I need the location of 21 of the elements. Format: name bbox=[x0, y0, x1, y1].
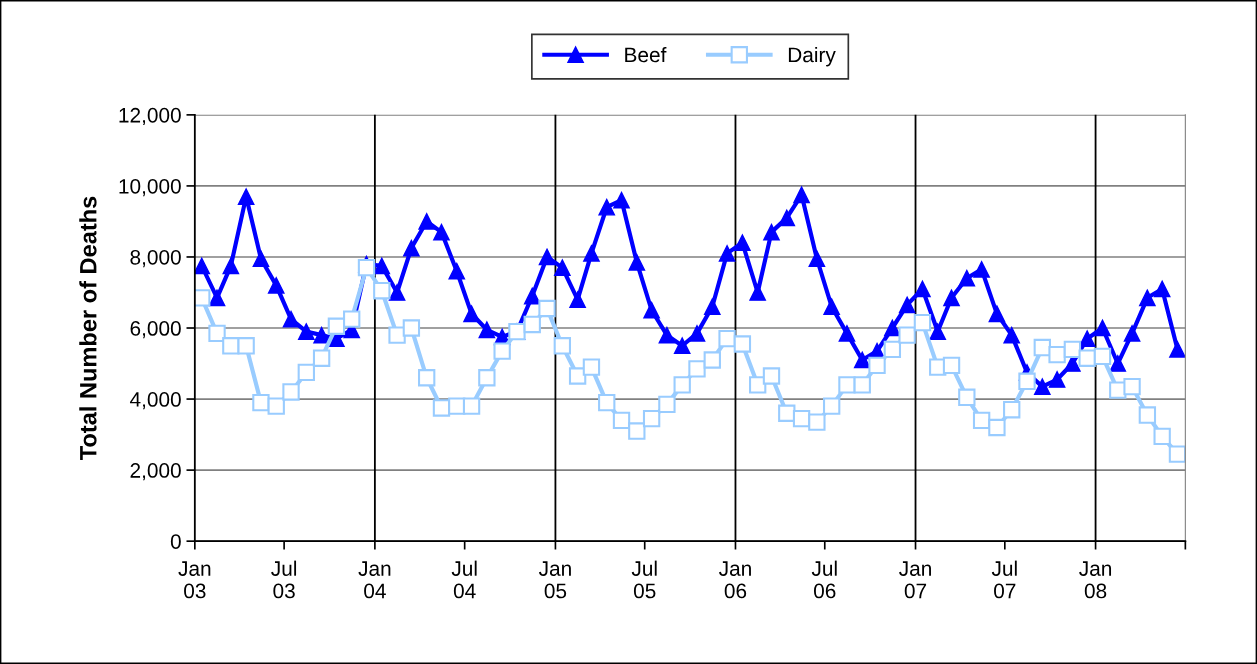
x-tick-label: Jan 04 bbox=[358, 561, 391, 599]
legend-label: Dairy bbox=[788, 46, 836, 67]
x-tick-label: Jan 07 bbox=[899, 561, 931, 599]
x-tick-label: Jan 08 bbox=[1079, 561, 1112, 599]
y-tick-label: 8,000 bbox=[130, 249, 181, 268]
x-tick-label: Jan 05 bbox=[538, 561, 571, 599]
legend-label: Beef bbox=[625, 46, 667, 63]
x-tick-label: Jul 04 bbox=[451, 560, 477, 599]
x-tick-label: Jan 06 bbox=[719, 561, 751, 599]
x-tick-label: Jul 07 bbox=[991, 560, 1017, 599]
y-tick-label: 0 bbox=[170, 534, 181, 549]
y-tick-label: 6,000 bbox=[130, 321, 181, 339]
y-tick-label: 4,000 bbox=[129, 392, 181, 410]
x-tick-label: Jan 03 bbox=[178, 561, 211, 599]
y-tick-label: 10,000 bbox=[119, 178, 181, 197]
y-tick-label: 2,000 bbox=[130, 463, 181, 481]
x-tick-label: Jul 03 bbox=[271, 560, 297, 599]
y-tick-label: 12,000 bbox=[119, 107, 181, 126]
x-tick-label: Jul 06 bbox=[811, 560, 837, 599]
x-tick-label: Jul 05 bbox=[631, 560, 657, 599]
y-axis-title: Total Number of Deaths bbox=[79, 196, 97, 461]
